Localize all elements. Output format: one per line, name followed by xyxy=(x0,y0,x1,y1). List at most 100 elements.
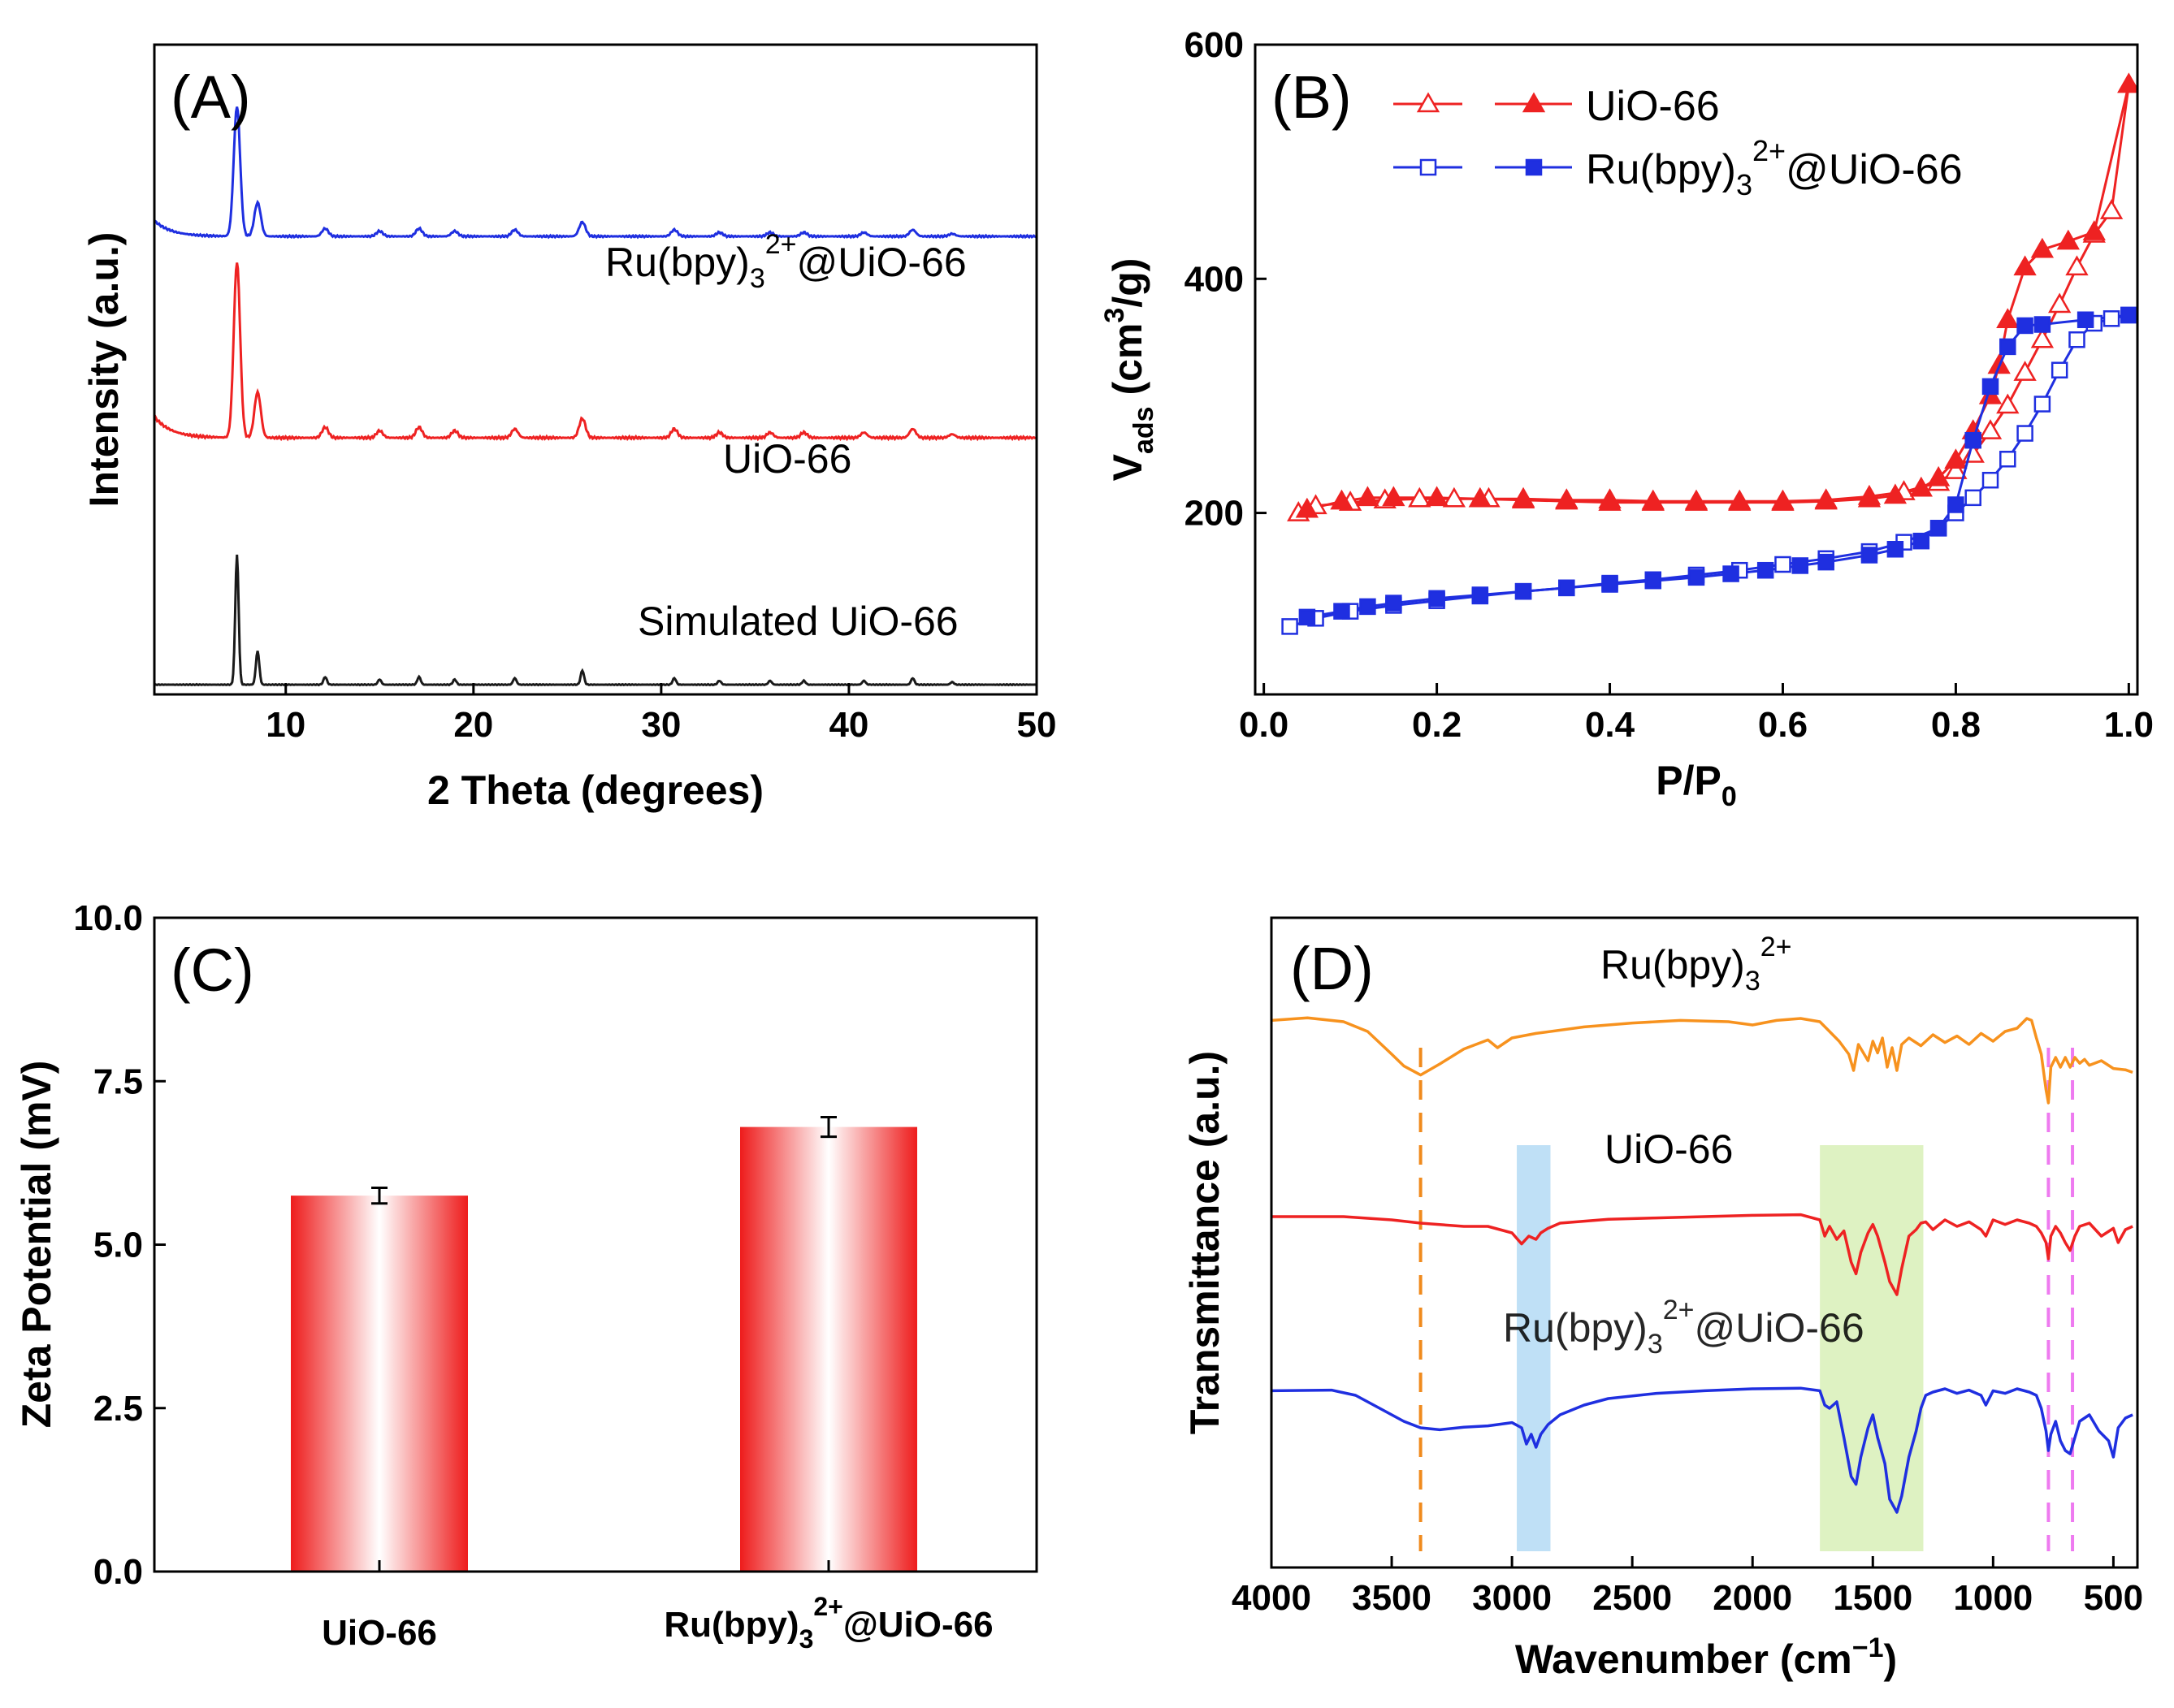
panel-b-ticks: 0.0 0.2 0.4 0.6 0.8 1.0 200 400 600 xyxy=(1184,25,2154,745)
panel-b-x-tick-label: 0.2 xyxy=(1412,705,1462,745)
panel-b-x-tick-label: 0.8 xyxy=(1931,705,1981,745)
legend-ru-uio66-marker xyxy=(1393,158,1572,176)
panel-b-desorption-point xyxy=(2117,72,2137,93)
panel-a-x-ticks: 10 20 30 40 50 xyxy=(266,683,1056,745)
panel-c-ticks: 0.0 2.5 5.0 7.5 10.0 xyxy=(73,898,830,1592)
panel-d-highlight-band-0 xyxy=(1517,1145,1551,1551)
panel-b-desorption-point xyxy=(1425,486,1449,507)
panel-b-x-tick-label: 1.0 xyxy=(2104,705,2154,745)
panel-a-series-line-0 xyxy=(154,106,1037,240)
panel-d-x-tick-label: 2500 xyxy=(1592,1578,1672,1618)
panel-b-desorption-point xyxy=(1999,338,2016,356)
panel-b-desorption-point xyxy=(1684,491,1708,511)
panel-b-desorption-point xyxy=(1687,569,1705,586)
panel-b-desorption-point xyxy=(2056,229,2080,250)
panel-b-desorption-point xyxy=(1468,486,1492,508)
panel-b-adsorption-point xyxy=(2033,396,2051,413)
panel-b-desorption-point xyxy=(1944,448,1968,469)
legend-marker-filled xyxy=(1522,92,1546,113)
panel-d-x-tick-label: 1000 xyxy=(1953,1578,2033,1618)
panel-b-desorption-point xyxy=(2013,255,2037,276)
panel-a-series-line-1 xyxy=(154,262,1037,442)
panel-b-desorption-point xyxy=(1359,598,1376,616)
panel-d-plot xyxy=(1271,1016,2133,1551)
legend-marker-open xyxy=(1419,158,1437,176)
panel-d-series-label-ru-uio66: Ru(bpy)32+@UiO-66 xyxy=(1503,1295,1864,1360)
panel-d-x-tick-label: 1500 xyxy=(1833,1578,1912,1618)
legend-ru-uio66-text: Ru(bpy)32+@UiO-66 xyxy=(1586,134,1963,201)
panel-b-desorption-point xyxy=(1471,586,1489,603)
panel-b-desorption-point xyxy=(1511,488,1535,508)
panel-d-series-label-uio66: UiO-66 xyxy=(1605,1126,1733,1172)
panel-b-adsorption-point xyxy=(2068,331,2085,348)
panel-b-desorption-point xyxy=(1385,595,1402,612)
panel-d-series-line-1 xyxy=(1271,1213,2133,1296)
panel-b-adsorption-point xyxy=(2103,310,2120,327)
panel-b-desorption-point xyxy=(1728,491,1752,511)
panel-b-adsorption-point xyxy=(1999,451,2016,468)
panel-b-desorption-point xyxy=(1756,561,1774,579)
panel-b-y-axis-title: Vads (cm3/g) xyxy=(1099,258,1159,482)
panel-b-adsorption-point xyxy=(1442,486,1466,508)
panel-a-series-label-uio66: UiO-66 xyxy=(723,436,851,482)
panel-b-desorption-point xyxy=(1644,572,1662,590)
panel-b-adsorption-point xyxy=(2030,327,2055,348)
panel-b-desorption-point xyxy=(1514,582,1532,600)
panel-a-x-tick-label: 10 xyxy=(266,705,305,745)
panel-b-adsorption-point xyxy=(2016,425,2033,442)
panel-d-series-label-ru: Ru(bpy)32+ xyxy=(1600,932,1792,997)
panel-a-label: (A) xyxy=(171,63,251,131)
panel-c: 0.0 2.5 5.0 7.5 10.0 (C) Zeta Potential (mV)… xyxy=(14,898,1038,1654)
panel-b-adsorption-point xyxy=(1964,489,1981,507)
panel-b-desorption-point xyxy=(1601,576,1618,593)
panel-b-adsorption-point xyxy=(1281,618,1298,635)
panel-c-y-tick-label: 7.5 xyxy=(93,1062,143,1101)
panel-c-y-tick-label: 0.0 xyxy=(93,1552,143,1592)
panel-c-y-axis-title: Zeta Potential (mV) xyxy=(14,1061,59,1429)
panel-b-adsorption-point xyxy=(1981,471,1999,489)
panel-b-desorption-point xyxy=(1857,486,1882,508)
panel-b-adsorption-point xyxy=(1408,486,1431,508)
legend-marker-filled xyxy=(1525,158,1543,176)
legend-marker-open xyxy=(1416,92,1440,113)
panel-c-bar-1 xyxy=(740,1126,917,1572)
panel-d-y-axis-title: Transmittance (a.u.) xyxy=(1182,1051,1228,1434)
panel-b-plot xyxy=(1281,72,2137,635)
panel-b-desorption-point xyxy=(1722,565,1739,582)
panel-b-desorption-point xyxy=(1926,465,1951,486)
panel-b-desorption-point xyxy=(1333,603,1350,620)
panel-d-x-axis-title: Wavenumber (cm−1) xyxy=(1515,1632,1897,1682)
panel-a-series-line-2 xyxy=(154,554,1037,687)
panel-b-adsorption-point xyxy=(2065,255,2089,276)
panel-c-y-tick-label: 2.5 xyxy=(93,1389,143,1429)
panel-b-label: (B) xyxy=(1271,63,1352,131)
panel-d-series-line-0 xyxy=(1271,1016,2133,1105)
panel-b-desorption-point xyxy=(1996,308,2020,328)
panel-d: 4000 3500 3000 2500 2000 1500 1000 500 (D) Wave… xyxy=(1182,916,2143,1682)
panel-d-x-tick-label: 4000 xyxy=(1232,1578,1311,1618)
panel-b-desorption-point xyxy=(1555,489,1579,510)
panel-b-desorption-point xyxy=(2120,306,2137,324)
panel-d-x-tick-label: 3000 xyxy=(1472,1578,1552,1618)
legend-uio66-desorption-marker xyxy=(1393,92,1572,113)
panel-b-desorption-point xyxy=(1598,491,1622,511)
panel-c-category-label-ru-uio66: Ru(bpy)32+@UiO-66 xyxy=(664,1592,993,1654)
panel-b: 0.0 0.2 0.4 0.6 0.8 1.0 200 400 600 (B) P/P0 Vad… xyxy=(1099,25,2154,812)
panel-a-series-label-simulated: Simulated UiO-66 xyxy=(638,599,959,644)
panel-a-frame xyxy=(153,43,1038,696)
panel-c-y-tick-label: 10.0 xyxy=(73,898,143,938)
panel-a: 10 20 30 40 50 (A) 2 Theta (degrees) Intensi… xyxy=(81,43,1056,813)
panel-b-frame xyxy=(1254,43,2139,696)
panel-b-desorption-point xyxy=(1912,532,1930,550)
panel-b-desorption-point xyxy=(1791,557,1809,574)
panel-b-desorption-point xyxy=(1929,520,1947,537)
panel-b-desorption-point xyxy=(1298,608,1316,626)
panel-b-adsorption-point xyxy=(2048,292,2072,313)
panel-b-desorption-point xyxy=(1428,590,1445,608)
panel-c-y-tick-label: 5.0 xyxy=(93,1226,143,1265)
panel-b-desorption-point xyxy=(1814,489,1838,510)
panel-c-error-bar-1 xyxy=(821,1116,837,1139)
panel-b-desorption-point xyxy=(1558,579,1575,597)
panel-c-category-label-uio66: UiO-66 xyxy=(322,1613,437,1653)
